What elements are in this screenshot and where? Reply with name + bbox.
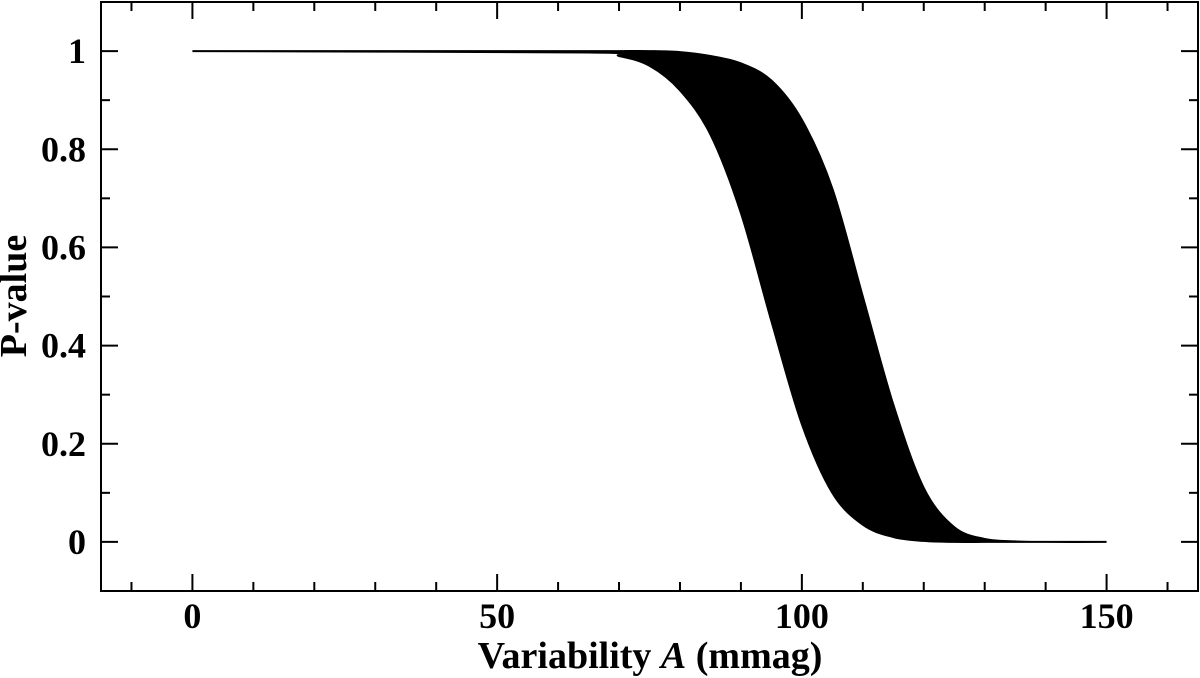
y-tick-label: 1 (68, 31, 86, 71)
y-axis-label: P-value (0, 235, 35, 357)
plot-frame (100, 1, 1199, 592)
y-tick-label: 0.4 (41, 326, 86, 366)
y-tick-label: 0.6 (41, 227, 86, 267)
major-ticks (101, 2, 1198, 591)
x-tick-label: 150 (1080, 596, 1134, 636)
x-axis-label-var: A (659, 635, 686, 677)
x-axis-label-unit: (mmag) (686, 635, 822, 677)
y-tick-label: 0.8 (41, 129, 86, 169)
x-tick-label: 0 (183, 596, 201, 636)
x-tick-label: 50 (479, 596, 515, 636)
x-axis-label-text: Variability (478, 635, 661, 677)
p-value-band (192, 50, 1107, 543)
x-tick-labels: 0 50 100 150 (183, 596, 1133, 636)
x-tick-label: 100 (775, 596, 829, 636)
y-tick-labels: 0 0.2 0.4 0.6 0.8 1 (41, 31, 86, 562)
x-axis-label: Variability A (mmag) (478, 635, 823, 677)
y-tick-label: 0 (68, 522, 86, 562)
minor-ticks (101, 1, 1198, 592)
y-tick-label: 0.2 (41, 424, 86, 464)
